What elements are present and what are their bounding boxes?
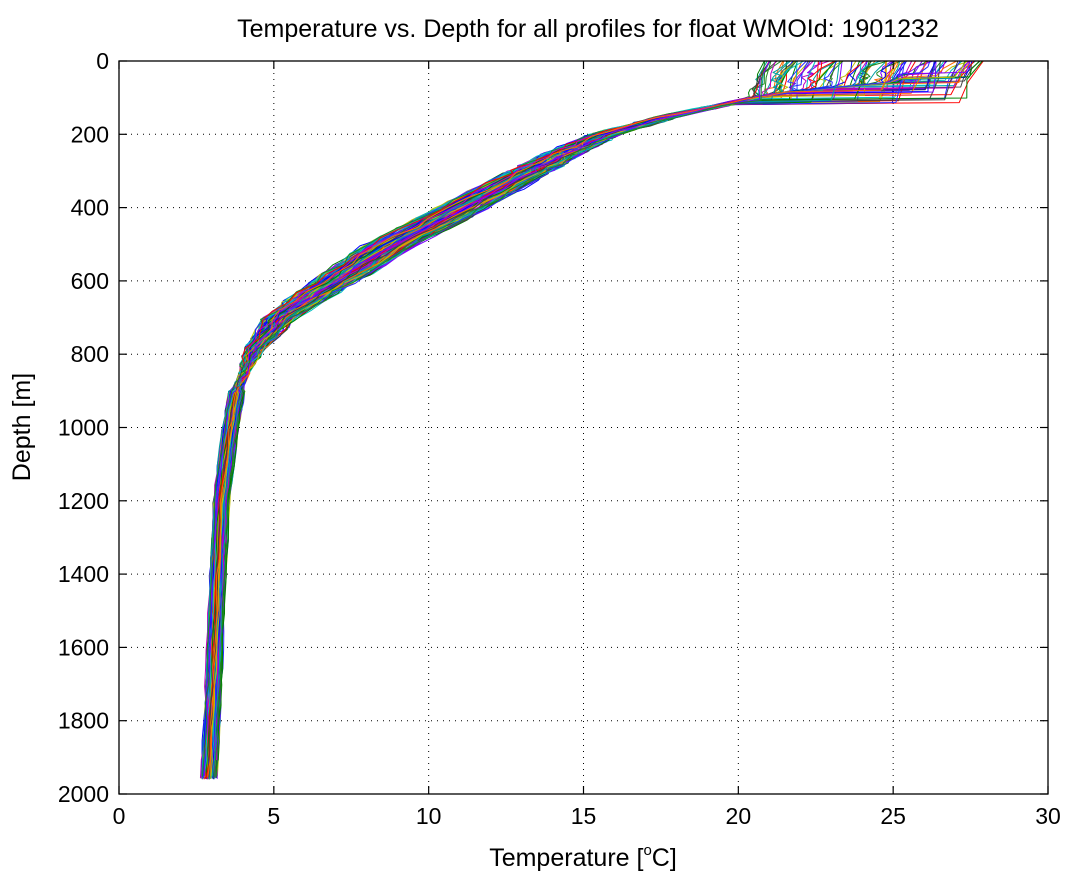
x-axis-label: Temperature [oC] — [489, 842, 677, 872]
x-tick-label: 15 — [571, 803, 597, 829]
y-tick-label: 1400 — [58, 561, 109, 587]
grid-lines — [119, 61, 1048, 794]
x-axis-label-main: Temperature [ — [489, 844, 643, 872]
y-tick-label: 1600 — [58, 634, 109, 660]
profile-series-group — [199, 60, 984, 780]
y-tick-label: 600 — [71, 268, 109, 294]
x-tick-label: 30 — [1035, 803, 1061, 829]
axis-ticks: 0 5 10 15 20 25 30 0 200 400 600 800 1000 1200 1400 160… — [58, 48, 1061, 829]
y-axis-label: Depth [m] — [8, 373, 36, 481]
x-tick-label: 20 — [726, 803, 752, 829]
chart-title: Temperature vs. Depth for all profiles f… — [237, 15, 939, 43]
x-tick-label: 0 — [113, 803, 126, 829]
profile-line — [202, 60, 766, 777]
y-tick-label: 400 — [71, 195, 109, 221]
y-tick-label: 1000 — [58, 415, 109, 441]
x-tick-label: 25 — [880, 803, 906, 829]
x-axis-label-superscript: o — [643, 842, 651, 859]
x-tick-label: 10 — [416, 803, 442, 829]
profile-line — [207, 60, 898, 778]
y-tick-label: 2000 — [58, 781, 109, 807]
y-tick-label: 200 — [71, 121, 109, 147]
y-tick-label: 800 — [71, 341, 109, 367]
y-tick-label: 0 — [96, 48, 109, 74]
y-tick-label: 1800 — [58, 708, 109, 734]
x-axis-label-unit: C] — [652, 844, 677, 872]
x-tick-label: 5 — [267, 803, 280, 829]
profile-line — [203, 60, 862, 777]
y-tick-label: 1200 — [58, 488, 109, 514]
